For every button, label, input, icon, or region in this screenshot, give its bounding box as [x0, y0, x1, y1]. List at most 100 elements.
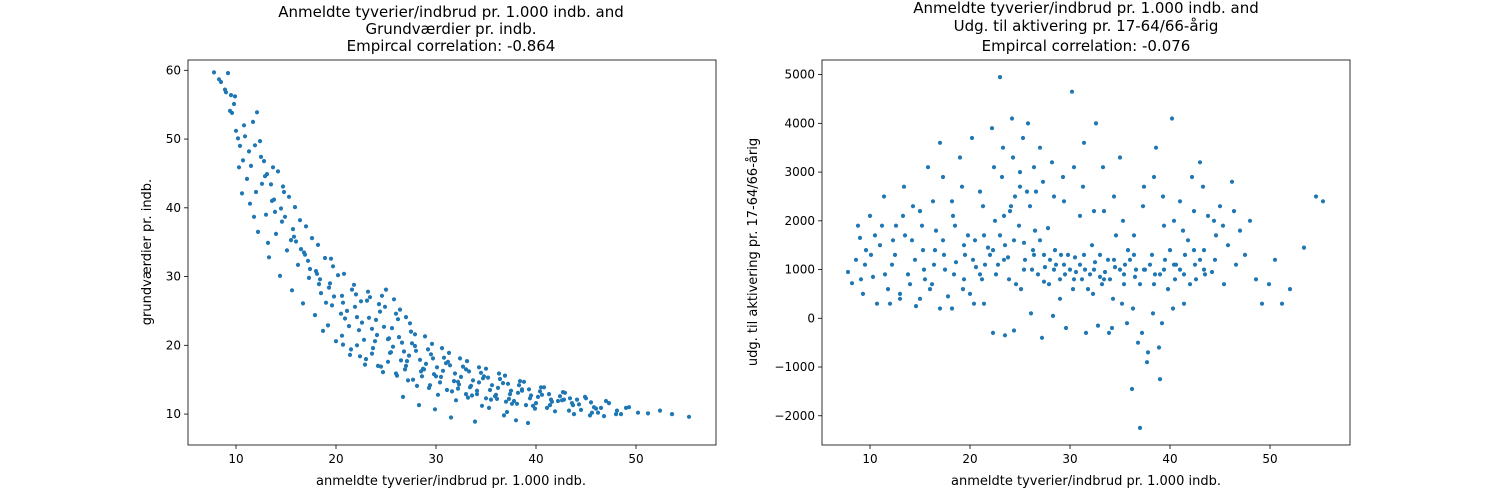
right-scatter-point [933, 228, 939, 233]
left-scatter-point [231, 101, 237, 107]
left-scatter-point [403, 315, 409, 320]
left-scatter-point [374, 332, 380, 338]
right-scatter-point [853, 257, 859, 262]
right-scatter-point [1171, 262, 1177, 267]
left-scatter-point [379, 293, 385, 298]
left-scatter-point [232, 94, 238, 99]
left-scatter-point [414, 383, 420, 388]
right-scatter-point [919, 223, 925, 228]
left-scatter-point [506, 396, 512, 401]
right-scatter-point [1187, 282, 1193, 287]
right-scatter-point [1141, 267, 1147, 272]
left-scatter-point [396, 335, 402, 340]
left-scatter-point [489, 383, 495, 388]
left-scatter-point [516, 383, 522, 388]
right-scatter-point [1147, 262, 1153, 267]
right-scatter-point [1051, 194, 1057, 199]
left-scatter-point [555, 398, 561, 404]
left-scatter-point [474, 388, 480, 393]
left-scatter-point [253, 189, 259, 195]
left-y-axis-label: grundværdier pr. indb. [140, 179, 155, 325]
right-scatter-point [941, 252, 947, 257]
left-chart-title-line-2: Grundværdier pr. indb. [365, 20, 536, 38]
left-scatter-point [567, 396, 573, 401]
right-scatter-point [995, 262, 1001, 267]
left-scatter-point [359, 320, 365, 325]
left-scatter-point [280, 184, 286, 189]
right-scatter-point [1060, 174, 1066, 180]
left-scatter-point [406, 353, 412, 358]
right-scatter-point [892, 252, 898, 257]
left-scatter-point [535, 394, 541, 399]
left-scatter-point [407, 321, 413, 326]
left-scatter-point [582, 394, 588, 399]
left-scatter-point [405, 378, 411, 383]
right-scatter-point [1200, 184, 1206, 189]
right-scatter-point [1162, 257, 1168, 262]
right-scatter-point [870, 274, 876, 279]
right-scatter-point [1119, 301, 1125, 306]
left-scatter-point [290, 227, 296, 232]
right-scatter-point [1101, 277, 1107, 282]
right-scatter-point [940, 238, 946, 243]
right-scatter-point [1101, 209, 1107, 214]
right-scatter-point [1109, 325, 1115, 331]
right-scatter-point [1071, 277, 1077, 282]
right-scatter-point [990, 248, 996, 253]
left-scatter-point [307, 266, 313, 272]
right-scatter-point [1081, 140, 1087, 145]
left-scatter-point [470, 378, 476, 383]
right-scatter-point [989, 126, 995, 131]
left-scatter-point [255, 229, 261, 234]
right-scatter-point [1141, 184, 1147, 189]
right-scatter-point [1182, 252, 1188, 257]
right-scatter-point [1042, 265, 1048, 270]
left-scatter-point [438, 374, 444, 379]
left-scatter-point [262, 174, 268, 179]
left-scatter-point [403, 363, 409, 368]
right-scatter-point [961, 243, 967, 248]
left-scatter-point [228, 93, 234, 98]
right-scatter-point [1077, 262, 1083, 267]
right-scatter-point [980, 204, 986, 209]
left-scatter-point [292, 205, 298, 210]
right-scatter-point [1090, 291, 1096, 296]
left-scatter-point [452, 371, 458, 376]
left-scatter-point [449, 389, 455, 394]
left-scatter-point [289, 288, 295, 293]
left-scatter-point [297, 218, 303, 223]
right-scatter-point [1131, 252, 1137, 257]
right-scatter-point [945, 294, 951, 299]
left-scatter-point [352, 304, 358, 309]
right-scatter-point [1061, 199, 1067, 204]
right-scatter-point [1080, 184, 1086, 189]
right-scatter-point [1172, 277, 1178, 282]
right-scatter-point [1247, 218, 1253, 223]
left-scatter-point [427, 383, 433, 388]
right-scatter-point [907, 282, 913, 287]
left-scatter-point [523, 403, 529, 408]
right-scatter-point [1005, 255, 1011, 260]
right-scatter-point [1152, 272, 1158, 277]
right-scatter-point [1161, 267, 1167, 272]
left-scatter-point [390, 344, 396, 349]
left-scatter-point [348, 347, 354, 352]
right-scatter-point [1165, 287, 1171, 292]
left-scatter-point [386, 336, 392, 341]
left-scatter-point [533, 401, 539, 406]
right-x-axis-label: anmeldte tyverier/indbrud pr. 1.000 indb… [951, 474, 1221, 489]
left-scatter-point [527, 396, 533, 401]
left-scatter-point [362, 362, 368, 367]
left-scatter-point [446, 350, 452, 355]
left-scatter-point [242, 134, 248, 139]
left-scatter-point [486, 405, 492, 410]
left-scatter-point [377, 309, 383, 314]
right-scatter-point [1279, 301, 1285, 306]
left-scatter-point [259, 181, 265, 186]
right-scatter-point [1191, 209, 1197, 214]
right-scatter-point [1229, 179, 1235, 184]
right-scatter-point [1201, 248, 1207, 253]
left-scatter-point [268, 182, 274, 187]
right-scatter-point [901, 184, 907, 189]
left-scatter-point [422, 334, 428, 339]
